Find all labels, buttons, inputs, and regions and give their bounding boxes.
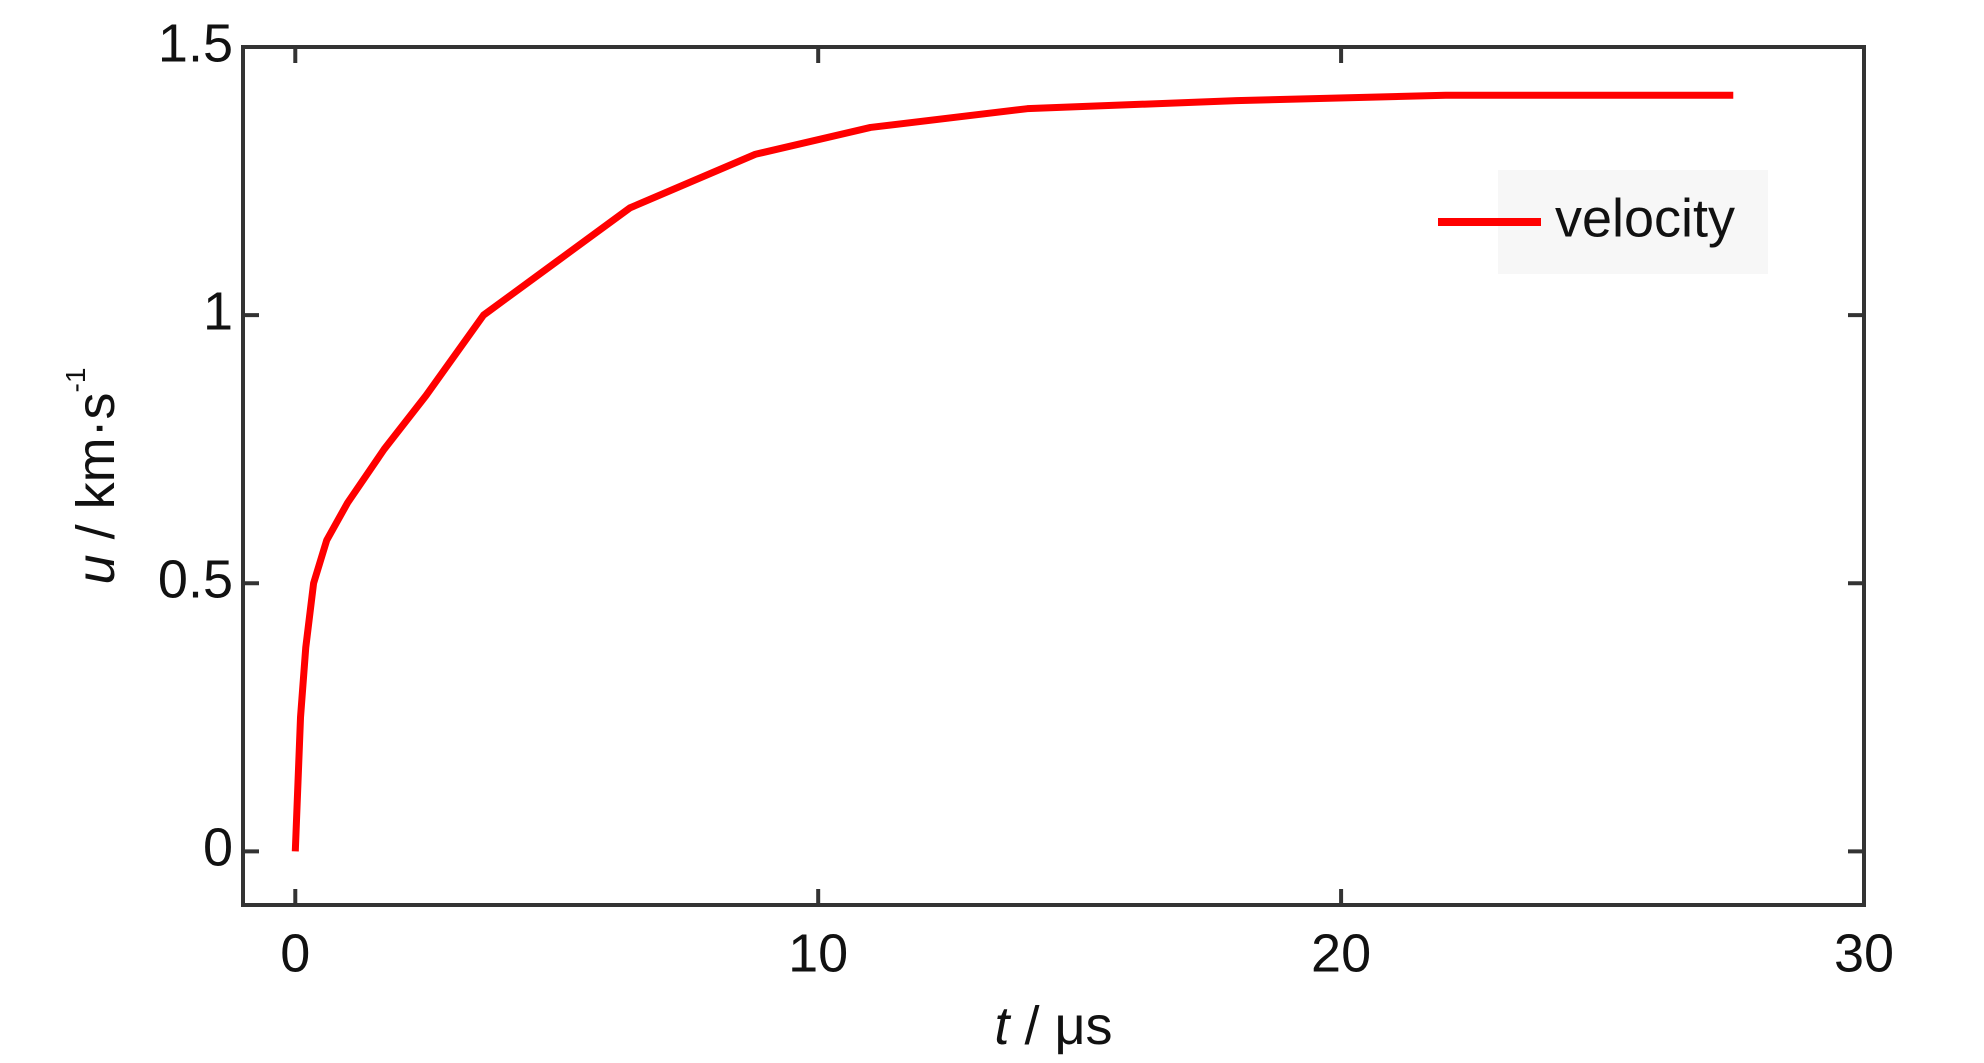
plot-frame <box>241 45 1866 907</box>
x-label-unit: / μs <box>1009 996 1112 1056</box>
y-tick-label: 0 <box>203 818 233 878</box>
x-tick-label: 10 <box>788 923 848 983</box>
legend-label: velocity <box>1555 188 1735 248</box>
y-axis-label: u / km·s-1 <box>60 368 126 585</box>
y-label-exp: -1 <box>60 368 91 393</box>
legend-box <box>1498 170 1768 274</box>
y-tick-label: 1 <box>203 281 233 341</box>
x-tick-label: 30 <box>1834 923 1894 983</box>
y-tick-label: 1.5 <box>158 13 233 73</box>
data-line <box>291 91 1734 852</box>
y-tick-label: 0.5 <box>158 550 233 610</box>
y-label-var: u <box>66 554 126 584</box>
y-label-unit: / km·s <box>66 392 126 554</box>
x-tick-label: 0 <box>280 923 310 983</box>
x-tick-label: 20 <box>1311 923 1371 983</box>
x-label-var: t <box>994 996 1011 1056</box>
x-axis-label: t / μs <box>994 996 1112 1056</box>
